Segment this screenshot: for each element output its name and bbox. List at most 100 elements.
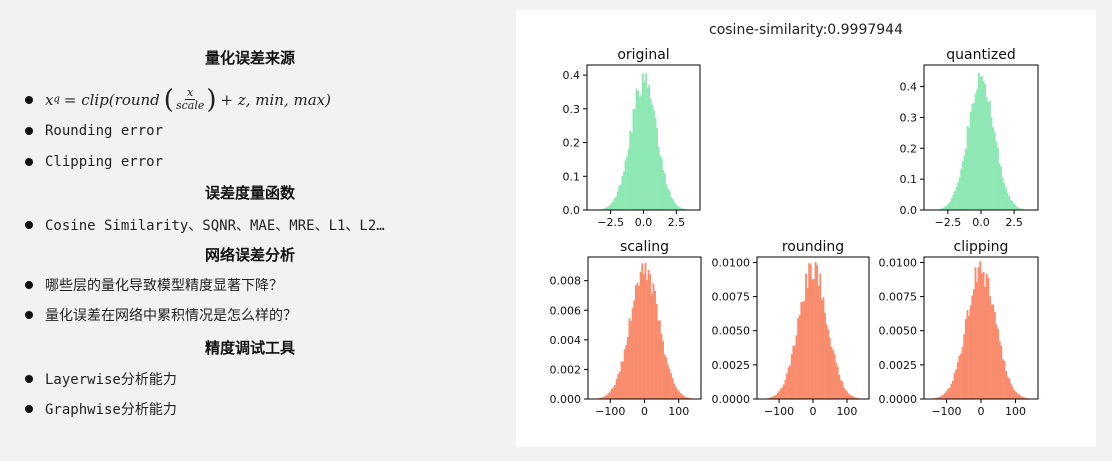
histogram-bar — [630, 132, 633, 210]
y-tick-label: 0.0025 — [712, 359, 751, 372]
histogram-title: rounding — [782, 239, 844, 255]
formula-clip-round: = clip(round — [63, 90, 160, 109]
histogram-bar — [681, 208, 684, 210]
histogram-bar — [828, 337, 831, 399]
y-tick-label: 0.2 — [900, 142, 918, 155]
bullet-text: 哪些层的量化导致模型精度显著下降？ — [45, 278, 283, 294]
histogram-bar — [960, 169, 963, 210]
histogram-title: quantized — [946, 47, 1015, 63]
histogram-bar — [626, 337, 629, 399]
bullet-text: Graphwise分析能力 — [45, 402, 177, 418]
histogram-bar — [604, 208, 606, 210]
x-tick-label: 2.5 — [668, 216, 686, 229]
histogram-bar — [1006, 377, 1009, 399]
histogram-bar — [1001, 177, 1004, 210]
histogram-bar — [830, 346, 833, 399]
fraction-numerator: x — [185, 86, 196, 100]
histogram-bar — [965, 148, 967, 210]
histogram-bar — [836, 366, 839, 399]
histogram-bar — [666, 364, 669, 399]
section-heading-error-sources: 量化误差来源 — [204, 49, 295, 67]
histogram-title: original — [617, 47, 669, 63]
histogram-bar — [803, 300, 806, 399]
histogram-bar — [599, 397, 602, 399]
histogram-bar — [647, 269, 650, 399]
histogram-bar — [668, 191, 671, 210]
y-tick-label: 0.0000 — [879, 393, 918, 406]
x-tick-label: 0 — [810, 405, 817, 418]
section-heading-debug-tools: 精度调试工具 — [204, 339, 295, 357]
histogram-bar — [630, 321, 633, 399]
histogram-bar — [615, 196, 617, 210]
histogram-bar — [998, 163, 1001, 210]
histogram-bar — [616, 191, 619, 210]
histogram-bar — [602, 208, 605, 210]
histogram-bar — [939, 396, 941, 399]
y-tick-label: 0.006 — [550, 304, 582, 317]
histogram-bar — [806, 288, 809, 399]
histogram-bar — [801, 302, 804, 399]
histogram-bar — [1016, 393, 1019, 399]
x-tick-label: 2.5 — [1005, 216, 1023, 229]
y-tick-label: 0.3 — [900, 111, 918, 124]
histogram-bar — [613, 198, 616, 210]
y-tick-label: 0.0000 — [712, 393, 751, 406]
bullet-metrics-list: Cosine Similarity、SQNR、MAE、MRE、L1、L2… — [25, 215, 385, 235]
histogram-bar — [945, 391, 948, 399]
histogram-bar — [638, 96, 641, 210]
y-tick-label: 0.4 — [563, 69, 581, 82]
histogram-bar — [644, 262, 647, 399]
x-tick-label: 0.0 — [972, 216, 990, 229]
histogram-bar — [950, 384, 953, 399]
histogram-bar — [793, 345, 796, 399]
bullet-clipping-error: Clipping error — [25, 154, 163, 170]
histogram-bar — [1019, 208, 1022, 210]
histogram-bar — [798, 315, 801, 399]
x-tick-label: −100 — [931, 405, 961, 418]
histogram-bar — [652, 283, 655, 399]
histogram-title: clipping — [954, 239, 1009, 255]
histogram-bar — [1010, 383, 1012, 399]
histogram-bar — [996, 147, 999, 210]
x-tick-label: 0 — [641, 405, 648, 418]
histogram-bar — [976, 89, 979, 210]
histogram-bar — [825, 324, 828, 399]
histogram-bar — [1011, 200, 1014, 210]
histogram-bar — [843, 387, 845, 399]
histogram-bar — [995, 142, 998, 210]
histogram-bar — [817, 285, 820, 399]
histogram-original: original −2.5 0.0 2.5 0.0 0.1 0.2 0.3 0.4 — [563, 47, 701, 229]
x-tick-label: −100 — [595, 405, 625, 418]
left-paren-icon: ( — [163, 84, 174, 115]
histogram-bar — [776, 393, 779, 399]
histogram-bar — [770, 397, 773, 399]
histogram-bar — [822, 297, 825, 399]
y-tick-label: 0.2 — [563, 137, 581, 150]
y-tick-label: 0.0100 — [712, 256, 751, 269]
histogram-bar — [984, 84, 987, 210]
histogram-bar — [998, 341, 1001, 399]
histogram-bar — [671, 198, 674, 210]
histogram-scaling: scaling −100 0 100 0.000 0.002 0.004 0.006 0.008 — [550, 239, 702, 418]
histogram-bar — [947, 388, 950, 399]
histogram-bar — [651, 104, 654, 210]
histogram-bar — [984, 286, 987, 399]
histogram-bar — [982, 80, 985, 210]
histogram-bar — [607, 206, 610, 210]
histogram-bar — [771, 396, 774, 399]
histogram-bar — [611, 201, 614, 210]
histogram-bar — [977, 266, 980, 399]
bullet-graphwise: Graphwise分析能力 — [25, 399, 177, 419]
histogram-bar — [814, 262, 817, 399]
histogram-bar — [620, 361, 623, 399]
histogram-bar — [655, 303, 658, 399]
histogram-bar — [844, 389, 847, 399]
histogram-bar — [657, 320, 660, 399]
y-tick-label: 0.000 — [550, 393, 582, 406]
histogram-bar — [631, 307, 634, 399]
histogram-bar — [787, 367, 790, 399]
histogram-bar — [629, 130, 632, 210]
histogram-bar — [1003, 360, 1006, 399]
histogram-bar — [989, 296, 991, 399]
